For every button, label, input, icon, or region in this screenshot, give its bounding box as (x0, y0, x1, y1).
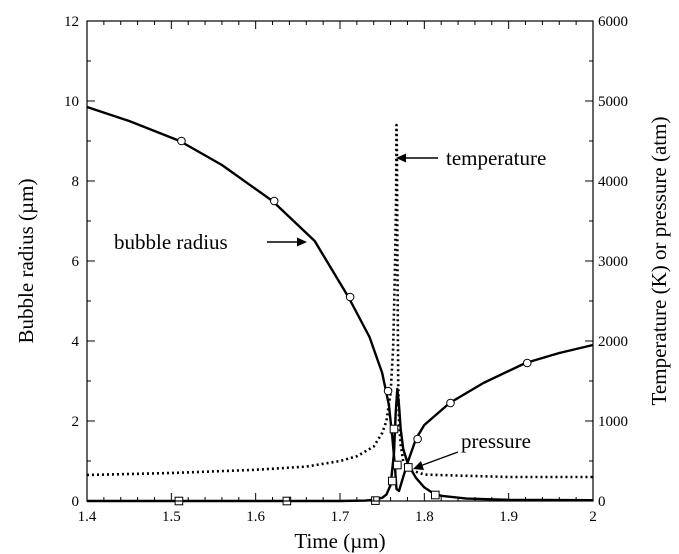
series-pressure-marker (430, 490, 440, 500)
y-right-tick-label: 0 (598, 494, 606, 510)
y-right-tick-label: 4000 (598, 174, 628, 190)
y-right-tick-label: 1000 (598, 414, 628, 430)
annotation-bubble-radius-arrowhead (297, 237, 307, 247)
y-left-tick-label: 2 (72, 414, 80, 430)
right-axis-title: Temperature (K) or pressure (atm) (647, 117, 671, 406)
y-left-tick-label: 6 (72, 254, 80, 270)
series-pressure-marker (393, 460, 402, 470)
x-tick-label: 1.4 (78, 509, 97, 525)
x-tick-label: 1.8 (415, 509, 434, 525)
annotation-temperature-arrowhead (396, 153, 406, 163)
left-axis-title: Bubble radius (µm) (14, 179, 38, 344)
series-bubble-radius-marker (446, 398, 455, 408)
series-bubble-radius-marker (522, 358, 532, 368)
x-tick-label: 1.9 (499, 509, 518, 525)
series-bubble-radius-marker (413, 434, 422, 444)
y-right-tick-label: 3000 (598, 254, 628, 270)
series-bubble-radius-marker (177, 136, 186, 146)
annotation-bubble-radius: bubble radius (114, 230, 228, 254)
annotation-pressure-arrowhead (413, 461, 424, 470)
y-left-tick-label: 10 (64, 94, 79, 110)
y-left-tick-label: 8 (72, 174, 80, 190)
series-temperature-line (86, 123, 593, 479)
series-bubble-radius-marker (345, 292, 355, 302)
series-bubble-radius-marker (383, 386, 393, 396)
annotation-pressure-arrow (419, 451, 459, 467)
y-left-tick-label: 4 (72, 334, 80, 350)
tick-layer: 1.4 1.5 1.6 1.7 1.8 1.9 2024681012010002000300… (64, 14, 628, 525)
annotation-pressure: pressure (461, 429, 531, 453)
series-pressure-marker (404, 463, 413, 472)
x-tick-label: 1.5 (162, 509, 181, 525)
x-tick-label: 1.7 (331, 509, 350, 525)
y-left-tick-label: 0 (72, 494, 80, 510)
x-tick-label: 2 (589, 509, 597, 525)
series-bubble-radius-marker (269, 196, 279, 206)
x-axis-title: Time (µm) (294, 529, 385, 553)
annotation-temperature: temperature (446, 146, 546, 170)
y-left-tick-label: 12 (64, 14, 79, 30)
series-pressure-marker (389, 424, 399, 434)
y-right-tick-label: 2000 (598, 334, 628, 350)
series-pressure-marker (387, 476, 397, 486)
x-tick-label: 1.6 (246, 509, 265, 525)
y-right-tick-label: 6000 (598, 14, 628, 30)
y-right-tick-label: 5000 (598, 94, 628, 110)
